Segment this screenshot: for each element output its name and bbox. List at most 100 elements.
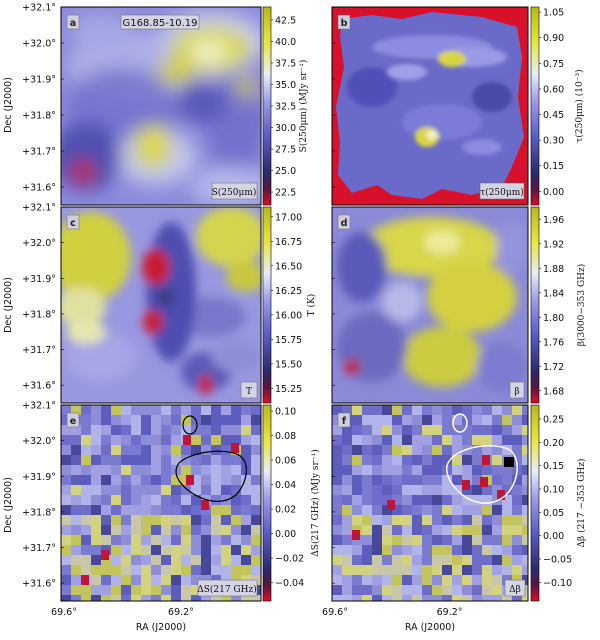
map-pixel bbox=[141, 415, 151, 425]
map-pixel bbox=[251, 465, 261, 475]
map-pixel bbox=[362, 405, 372, 415]
colorbar-c-label: T (K) bbox=[306, 294, 317, 317]
map-pixel bbox=[151, 465, 161, 475]
map-pixel bbox=[442, 565, 452, 575]
panel-a: a G168.85-10.19 S(250μm) 42.5 40.0 37.5 35.… bbox=[60, 6, 309, 206]
map-pixel bbox=[362, 585, 372, 595]
map-pixel bbox=[181, 485, 191, 495]
map-pixel bbox=[221, 555, 231, 565]
colorbar-tick-label: 22.5 bbox=[275, 188, 296, 199]
map-pixel bbox=[502, 535, 512, 545]
ra-tick-label: 69.2° bbox=[168, 607, 194, 618]
map-pixel bbox=[492, 535, 502, 545]
map-pixel bbox=[221, 465, 231, 475]
map-pixel bbox=[412, 475, 422, 485]
map-pixel bbox=[121, 565, 131, 575]
map-pixel bbox=[171, 545, 181, 555]
map-pixel bbox=[211, 525, 221, 535]
map-pixel bbox=[61, 565, 71, 575]
map-pixel bbox=[332, 415, 342, 425]
map-pixel bbox=[422, 515, 432, 525]
map-pixel bbox=[462, 445, 472, 455]
colorbar-tick-label: 1.68 bbox=[543, 386, 564, 397]
panel-e-blocks bbox=[61, 405, 261, 601]
map-pixel bbox=[191, 555, 201, 565]
ra-tick-label: 69.2° bbox=[437, 607, 463, 618]
map-pixel bbox=[362, 415, 372, 425]
map-pixel bbox=[412, 445, 422, 455]
map-pixel bbox=[141, 405, 151, 415]
map-pixel bbox=[362, 595, 372, 601]
map-pixel bbox=[522, 495, 528, 505]
map-pixel bbox=[472, 535, 482, 545]
map-pixel bbox=[111, 545, 121, 555]
map-pixel bbox=[241, 405, 251, 415]
map-pixel bbox=[402, 405, 412, 415]
map-pixel-peak bbox=[352, 530, 360, 540]
map-pixel bbox=[121, 555, 131, 565]
map-pixel bbox=[382, 565, 392, 575]
map-pixel bbox=[522, 405, 528, 415]
map-pixel bbox=[472, 465, 482, 475]
map-pixel bbox=[141, 575, 151, 585]
map-pixel bbox=[231, 535, 241, 545]
map-pixel bbox=[61, 575, 71, 585]
map-pixel bbox=[442, 515, 452, 525]
map-pixel bbox=[442, 545, 452, 555]
map-pixel bbox=[482, 505, 492, 515]
map-pixel bbox=[442, 505, 452, 515]
colorbar-tick-label: 1.72 bbox=[543, 362, 564, 373]
map-pixel bbox=[161, 525, 171, 535]
map-pixel bbox=[81, 405, 91, 415]
map-pixel bbox=[472, 525, 482, 535]
map-pixel bbox=[111, 405, 121, 415]
map-pixel-peak bbox=[497, 490, 505, 500]
dec-axis-label-e: Dec (J2000) bbox=[3, 477, 14, 533]
map-pixel bbox=[211, 555, 221, 565]
map-pixel bbox=[241, 505, 251, 515]
map-pixel bbox=[362, 455, 372, 465]
colorbar-a-ticks: 42.5 40.0 37.5 35.0 32.5 30.0 27.5 25.0 22.5 bbox=[271, 15, 296, 199]
map-pixel bbox=[231, 485, 241, 495]
map-pixel bbox=[432, 415, 442, 425]
map-pixel bbox=[402, 515, 412, 525]
colorbar-tick-label: 37.5 bbox=[275, 58, 296, 69]
map-pixel bbox=[91, 485, 101, 495]
map-pixel bbox=[362, 445, 372, 455]
map-pixel bbox=[342, 505, 352, 515]
map-pixel bbox=[81, 495, 91, 505]
map-pixel bbox=[91, 555, 101, 565]
colorbar-tick-label: 0.60 bbox=[543, 84, 564, 95]
map-pixel bbox=[171, 565, 181, 575]
map-pixel bbox=[61, 505, 71, 515]
map-pixel bbox=[111, 535, 121, 545]
map-pixel bbox=[402, 535, 412, 545]
map-pixel-peak bbox=[201, 500, 209, 510]
map-pixel bbox=[412, 485, 422, 495]
map-pixel bbox=[111, 495, 121, 505]
map-pixel bbox=[472, 435, 482, 445]
map-pixel bbox=[241, 475, 251, 485]
map-pixel bbox=[332, 515, 342, 525]
panel-a-image bbox=[61, 7, 261, 205]
colorbar-tick-label: 15.25 bbox=[275, 384, 302, 395]
map-pixel bbox=[332, 505, 342, 515]
colorbar-tick-label: 0.02 bbox=[275, 505, 296, 516]
map-pixel bbox=[502, 405, 512, 415]
map-pixel bbox=[131, 525, 141, 535]
map-pixel bbox=[131, 545, 141, 555]
map-pixel bbox=[251, 565, 261, 575]
map-pixel bbox=[71, 465, 81, 475]
map-pixel bbox=[522, 545, 528, 555]
map-pixel bbox=[482, 575, 492, 585]
map-pixel bbox=[342, 565, 352, 575]
map-pixel bbox=[61, 445, 71, 455]
map-pixel bbox=[402, 465, 412, 475]
map-pixel bbox=[231, 425, 241, 435]
map-pixel bbox=[362, 535, 372, 545]
map-pixel bbox=[512, 515, 522, 525]
map-pixel bbox=[61, 455, 71, 465]
map-pixel bbox=[221, 515, 231, 525]
map-pixel-peak bbox=[482, 455, 490, 465]
map-pixel bbox=[201, 445, 211, 455]
